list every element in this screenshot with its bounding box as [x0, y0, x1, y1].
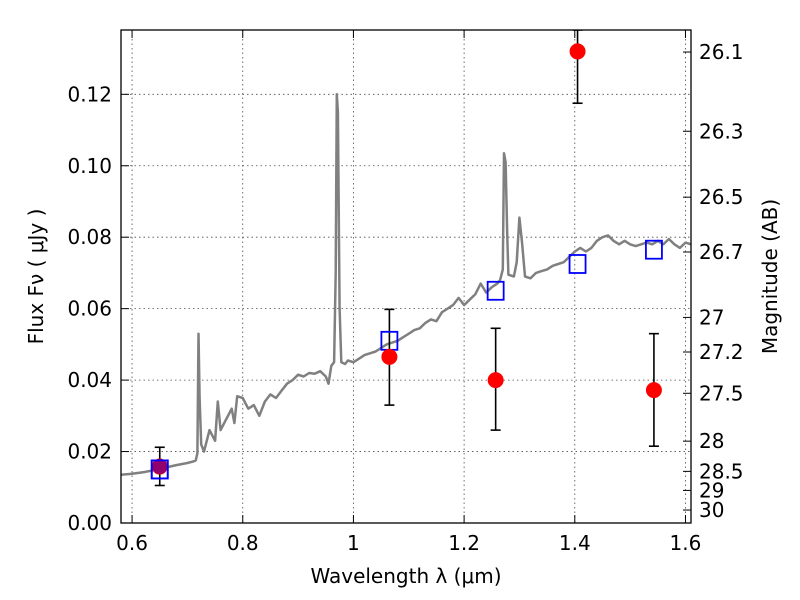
y-tick-label: 0.00: [67, 511, 112, 535]
model-spectrum-line: [121, 93, 691, 477]
x-tick-label: 1.4: [559, 531, 591, 555]
y2-tick-label: 26.5: [699, 185, 744, 209]
x-tick-label: 1: [347, 531, 360, 555]
y2-tick-label: 28: [699, 429, 724, 453]
y2-axis-label: Magnitude (AB): [758, 199, 782, 354]
y-tick-label: 0.04: [67, 368, 112, 392]
y-axis-label: Flux Fν ( μJy ): [24, 209, 48, 345]
observed-point: [569, 43, 586, 60]
plot-frame: [120, 29, 692, 524]
y-axis: 0.00 0.02 0.04 0.06 0.08 0.10 0.12: [67, 82, 129, 535]
y-tick-label: 0.02: [67, 440, 112, 464]
x-axis: 0.6 0.8 1 1.2 1.4 1.6: [116, 30, 701, 555]
y2-tick-label: 26.7: [699, 240, 744, 264]
y2-tick-label: 27: [699, 305, 724, 329]
x-tick-label: 1.6: [670, 531, 702, 555]
y-tick-label: 0.12: [67, 82, 112, 106]
observed-point: [645, 382, 662, 399]
y2-tick-label: 26.1: [699, 40, 744, 64]
y2-tick-label: 29: [699, 478, 724, 502]
x-tick-label: 1.2: [448, 531, 480, 555]
observed-point: [487, 372, 504, 389]
synthetic-point: [645, 239, 663, 260]
observed-point-overlap: [152, 459, 168, 475]
x-tick-label: 0.6: [116, 531, 148, 555]
grid: [121, 30, 691, 524]
y2-tick-label: 27.5: [699, 381, 744, 405]
y2-tick-label: 30: [699, 498, 724, 522]
plot-area: [121, 30, 691, 487]
x-tick-label: 0.8: [227, 531, 259, 555]
synthetic-point: [568, 254, 587, 274]
y-tick-label: 0.10: [67, 154, 112, 178]
y2-tick-label: 27.2: [699, 340, 744, 364]
y2-tick-label: 28.5: [699, 459, 744, 483]
synthetic-point-overlay: [150, 459, 169, 480]
x-axis-label: Wavelength λ (μm): [310, 564, 501, 588]
y-tick-label: 0.08: [67, 225, 112, 249]
synthetic-point: [486, 280, 505, 301]
observed-point: [381, 348, 398, 365]
y2-tick-label: 26.3: [699, 119, 744, 143]
y-tick-label: 0.06: [67, 297, 112, 321]
